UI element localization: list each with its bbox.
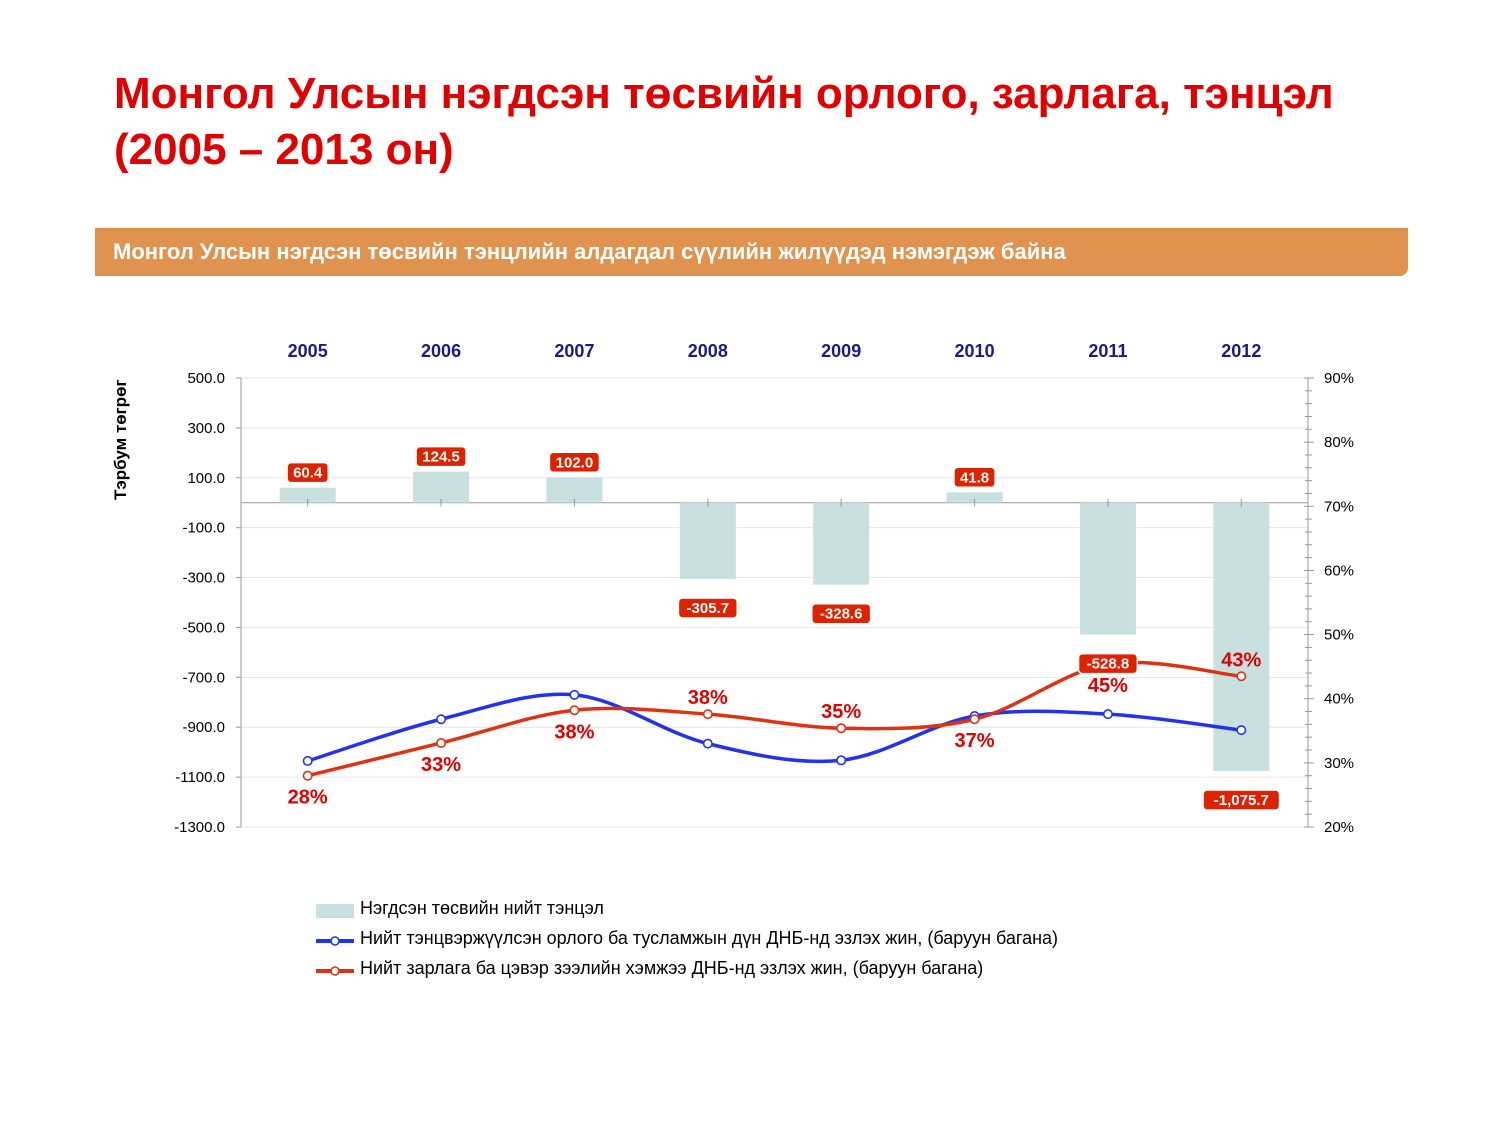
bar-data-label-bg <box>1077 652 1139 675</box>
expense-percent-label: 28% <box>288 787 328 809</box>
income-series-point <box>302 755 313 766</box>
slide-title: Монгол Улсын нэгдсэн төсвийн орлого, зар… <box>114 69 1334 174</box>
expense-percent-label: 38% <box>554 721 594 743</box>
banner-text: Монгол Улсын нэгдсэн төсвийн тэнцлийн ал… <box>113 239 1066 264</box>
y-tick-label: 300.0 <box>187 420 225 437</box>
bar-data-label: 41.8 <box>960 469 989 486</box>
income-series-point <box>436 714 447 725</box>
bar-data-label-bg <box>548 451 601 474</box>
y-tick-label: 100.0 <box>187 470 225 487</box>
bar <box>1079 502 1136 635</box>
income-series-line <box>307 692 1242 764</box>
category-label: 2010 <box>955 341 995 361</box>
category-label: 2011 <box>1088 341 1127 361</box>
bar-data-label-bg <box>1202 789 1281 811</box>
income-series-point <box>702 738 713 749</box>
expense-percent-label: 38% <box>688 687 728 709</box>
bar-data-label-bg <box>286 461 330 484</box>
bar <box>946 492 1003 503</box>
y-tick-label: 500.0 <box>187 370 225 387</box>
bar-data-label-bg <box>677 597 738 619</box>
subtitle-banner: Монгол Улсын нэгдсэн төсвийн тэнцлийн ал… <box>95 228 1408 276</box>
y-tick-label: -300.0 <box>182 570 225 587</box>
bar-data-label: -305.7 <box>687 600 730 617</box>
category-label: 2008 <box>688 341 728 361</box>
bar <box>813 502 870 585</box>
expense-series-point <box>702 709 713 720</box>
bar-data-label: -528.8 <box>1087 656 1130 673</box>
bar-data-label: 102.0 <box>556 454 594 471</box>
category-label: 2012 <box>1221 341 1261 361</box>
bar <box>413 471 470 503</box>
category-label: 2007 <box>554 341 594 361</box>
y-tick-label: -1100.0 <box>175 769 225 786</box>
y-tick-label: -700.0 <box>182 669 225 686</box>
legend-expense-swatch <box>316 966 354 976</box>
y-tick-label: -500.0 <box>182 619 225 636</box>
y-tick-label: -100.0 <box>182 520 225 537</box>
y2-tick-label: 20% <box>1324 819 1354 836</box>
income-series-point <box>1102 709 1113 720</box>
y2-tick-label: 90% <box>1324 370 1354 387</box>
bar-data-label: -1,075.7 <box>1214 792 1269 809</box>
y2-tick-label: 50% <box>1324 627 1354 644</box>
y2-tick-label: 30% <box>1324 755 1354 772</box>
y-tick-label: -1300.0 <box>174 819 225 836</box>
income-series-point <box>836 755 847 766</box>
expense-percent-label: 35% <box>821 701 861 723</box>
bar <box>679 502 736 579</box>
expense-series-point <box>302 770 313 781</box>
bar-data-label-bg <box>811 602 872 625</box>
y2-tick-label: 60% <box>1324 562 1354 579</box>
expense-series-point <box>836 723 847 734</box>
income-series-point <box>1236 725 1247 736</box>
bar-data-label: 60.4 <box>293 465 323 482</box>
expense-percent-label: 45% <box>1088 675 1128 697</box>
y2-tick-label: 80% <box>1324 434 1354 451</box>
y2-tick-label: 70% <box>1324 498 1354 515</box>
legend-income-swatch <box>316 936 354 946</box>
category-label: 2009 <box>821 341 861 361</box>
category-label: 2006 <box>421 341 461 361</box>
expense-series-point <box>569 705 580 716</box>
expense-percent-label: 33% <box>421 754 461 776</box>
expense-percent-label: 43% <box>1221 649 1261 671</box>
legend-label-expense: Нийт зарлага ба цэвэр зээлийн хэмжээ ДНБ… <box>360 958 984 978</box>
y2-tick-label: 40% <box>1324 691 1354 708</box>
expense-series-point <box>436 737 447 748</box>
expense-percent-label: 37% <box>955 730 995 752</box>
expense-series-point <box>969 714 980 725</box>
y-tick-label: -900.0 <box>182 719 225 736</box>
bar <box>546 477 603 503</box>
legend-label-income: Нийт тэнцвэржүүлсэн орлого ба тусламжын … <box>360 928 1059 948</box>
income-series-point <box>569 689 580 700</box>
y-axis-title: Тэрбум төгрөг <box>111 379 130 500</box>
legend-label-balance: Нэгдсэн төсвийн нийт тэнцэл <box>360 898 604 918</box>
bar-data-label: 124.5 <box>422 449 460 466</box>
legend-bar-swatch <box>316 904 354 918</box>
bar <box>279 487 336 503</box>
expense-series-point <box>1236 671 1247 682</box>
category-label: 2005 <box>288 341 328 361</box>
bar-data-label-bg <box>953 466 996 489</box>
bar-data-label-bg <box>415 445 467 468</box>
bar-data-label: -328.6 <box>820 606 863 623</box>
